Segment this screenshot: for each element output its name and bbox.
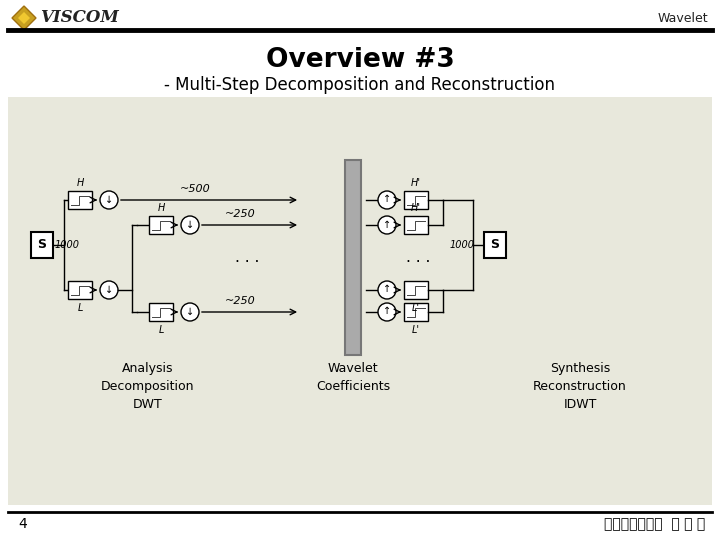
- Text: ~250: ~250: [225, 209, 256, 219]
- Text: ~500: ~500: [179, 184, 210, 194]
- Text: . . .: . . .: [406, 251, 430, 266]
- Text: L: L: [77, 303, 83, 313]
- Text: - Multi-Step Decomposition and Reconstruction: - Multi-Step Decomposition and Reconstru…: [164, 76, 556, 94]
- Text: . . .: . . .: [235, 251, 259, 266]
- Text: H: H: [157, 203, 165, 213]
- Bar: [149, 216, 173, 234]
- Text: ~250: ~250: [225, 296, 256, 306]
- Circle shape: [378, 281, 396, 299]
- Text: 1000: 1000: [450, 240, 475, 250]
- Circle shape: [378, 216, 396, 234]
- Text: H': H': [411, 203, 421, 213]
- Text: Wavelet
Coefficients: Wavelet Coefficients: [316, 362, 390, 393]
- Circle shape: [100, 191, 118, 209]
- Text: L': L': [412, 325, 420, 335]
- Text: Synthesis
Reconstruction
IDWT: Synthesis Reconstruction IDWT: [533, 362, 627, 411]
- Bar: [8, 97, 712, 505]
- Text: ↓: ↓: [186, 307, 194, 316]
- Text: H: H: [76, 178, 84, 188]
- Bar: [404, 191, 428, 209]
- Text: ↑: ↑: [383, 219, 391, 230]
- Polygon shape: [18, 12, 30, 24]
- Bar: [68, 191, 92, 209]
- Text: L': L': [412, 303, 420, 313]
- Bar: [345, 160, 361, 355]
- Bar: [404, 281, 428, 299]
- Text: ↓: ↓: [105, 194, 113, 205]
- Text: ↑: ↑: [383, 285, 391, 294]
- Circle shape: [378, 191, 396, 209]
- Text: ↑: ↑: [383, 194, 391, 205]
- Bar: [404, 303, 428, 321]
- Text: Wavelet: Wavelet: [657, 11, 708, 24]
- Text: S: S: [490, 239, 500, 252]
- Circle shape: [181, 303, 199, 321]
- Circle shape: [181, 216, 199, 234]
- Bar: [68, 281, 92, 299]
- Polygon shape: [12, 6, 36, 30]
- Text: 1000: 1000: [55, 240, 80, 250]
- Bar: [31, 232, 53, 258]
- Text: 4: 4: [18, 517, 27, 531]
- Text: 영상통신연구실  박 원 배: 영상통신연구실 박 원 배: [604, 517, 705, 531]
- Text: S: S: [37, 239, 47, 252]
- Bar: [404, 216, 428, 234]
- Text: ↑: ↑: [383, 307, 391, 316]
- Text: H': H': [411, 178, 421, 188]
- Bar: [484, 232, 506, 258]
- Circle shape: [100, 281, 118, 299]
- Circle shape: [378, 303, 396, 321]
- Bar: [149, 303, 173, 321]
- Text: Overview #3: Overview #3: [266, 47, 454, 73]
- Text: Analysis
Decomposition
DWT: Analysis Decomposition DWT: [102, 362, 194, 411]
- Text: VISCOM: VISCOM: [40, 10, 119, 26]
- Text: ↓: ↓: [105, 285, 113, 294]
- Text: L: L: [158, 325, 163, 335]
- Text: ↓: ↓: [186, 219, 194, 230]
